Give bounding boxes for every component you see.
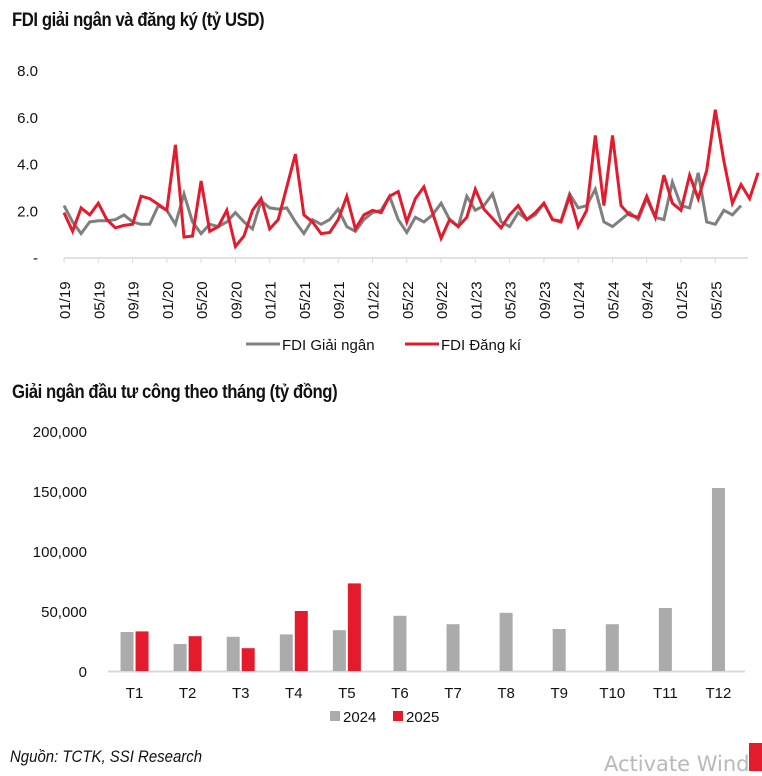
x-tick-label: 09/20: [228, 281, 245, 319]
x-tick-label: 05/24: [605, 281, 622, 319]
x-tick-label: 01/21: [263, 281, 280, 319]
public-investment-bar-chart: 0 50,000 100,000 150,000 200,000 T1 T2 T3 T4 T5 T6…: [33, 424, 745, 726]
bar-chart-title: Giải ngân đầu tư công theo tháng (tỷ đồn…: [12, 382, 338, 403]
fdi-line-chart: - 2.0 4.0 6.0 8.0 01/19 05/19 09/19 01/20 05/20 09…: [17, 63, 760, 354]
x-tick-label: T5: [338, 685, 356, 702]
bar-2024-t3: [226, 636, 240, 671]
legend-label: 2024: [343, 709, 376, 726]
legend-swatch: [393, 711, 403, 721]
y-tick-label: 0: [79, 664, 87, 681]
x-tick-label: 01/24: [571, 281, 588, 319]
legend-swatch: [330, 711, 340, 721]
source-note: Nguồn: TCTK, SSI Research: [10, 747, 203, 766]
bar-2024-t7: [446, 624, 460, 671]
activate-windows-watermark: Activate Windo: [604, 752, 762, 776]
x-tick-label: T9: [550, 685, 568, 702]
x-tick-label: T6: [391, 685, 409, 702]
x-tick-label: 05/20: [194, 281, 211, 319]
bar-2025-t1: [135, 631, 149, 671]
x-tick-label: 01/20: [160, 281, 177, 319]
corner-red-mark: [749, 743, 762, 771]
y-tick-label: 6.0: [17, 110, 38, 127]
x-tick-label: T12: [706, 685, 732, 702]
bar-2025-t5: [347, 583, 361, 671]
legend-label: FDI Giải ngân: [282, 337, 375, 354]
y-tick-label: 200,000: [33, 424, 87, 441]
x-tick-label: 05/25: [708, 281, 725, 319]
x-tick-label: 09/22: [434, 281, 451, 319]
x-tick-label: 09/23: [537, 281, 554, 319]
x-tick-label: 09/21: [331, 281, 348, 319]
y-tick-label: 8.0: [17, 63, 38, 80]
bar-2024-t6: [393, 615, 407, 671]
x-tick-label: 09/24: [640, 281, 657, 319]
legend-label: FDI Đăng kí: [441, 337, 522, 354]
x-tick-label: 01/22: [366, 281, 383, 319]
x-tick-label: 05/19: [91, 281, 108, 319]
bar-2025-t3: [241, 648, 255, 671]
x-tick-label: T2: [179, 685, 197, 702]
y-tick-label: -: [33, 250, 38, 267]
x-tick-label: 01/19: [57, 281, 74, 319]
bar-2024-t11: [658, 608, 672, 671]
x-tick-label: T3: [232, 685, 250, 702]
legend-label: 2025: [406, 709, 439, 726]
y-tick-label: 2.0: [17, 203, 38, 220]
x-tick-label: T8: [497, 685, 515, 702]
x-tick-label: 05/21: [297, 281, 314, 319]
bar-2024-t8: [499, 612, 513, 671]
x-tick-label: 05/22: [400, 281, 417, 319]
bar-2024-t10: [605, 624, 619, 671]
bar-2025-t2: [188, 636, 202, 671]
x-tick-label: T1: [126, 685, 144, 702]
x-tick-label: T11: [653, 685, 678, 702]
bar-2024-t9: [552, 629, 566, 671]
x-tick-label: T4: [285, 685, 303, 702]
bar-2024-t1: [120, 632, 134, 671]
y-tick-label: 50,000: [41, 604, 87, 621]
x-tick-label: T10: [599, 685, 625, 702]
bar-2024-t2: [173, 644, 187, 671]
y-tick-label: 150,000: [33, 484, 87, 501]
x-tick-label: 01/23: [468, 281, 485, 319]
x-tick-label: T7: [444, 685, 462, 702]
y-tick-label: 100,000: [33, 544, 87, 561]
y-tick-label: 4.0: [17, 157, 38, 174]
bar-2024-t5: [332, 630, 346, 671]
x-tick-label: 05/23: [503, 281, 520, 319]
bar-2024-t12: [711, 488, 725, 671]
x-tick-label: 09/19: [126, 281, 143, 319]
x-tick-label: 01/25: [674, 281, 691, 319]
bar-2024-t4: [279, 634, 293, 671]
line-chart-title: FDI giải ngân và đăng ký (tỷ USD): [12, 10, 265, 31]
bar-2025-t4: [294, 611, 308, 671]
series-line-fdi-dang-ki: [62, 109, 760, 250]
